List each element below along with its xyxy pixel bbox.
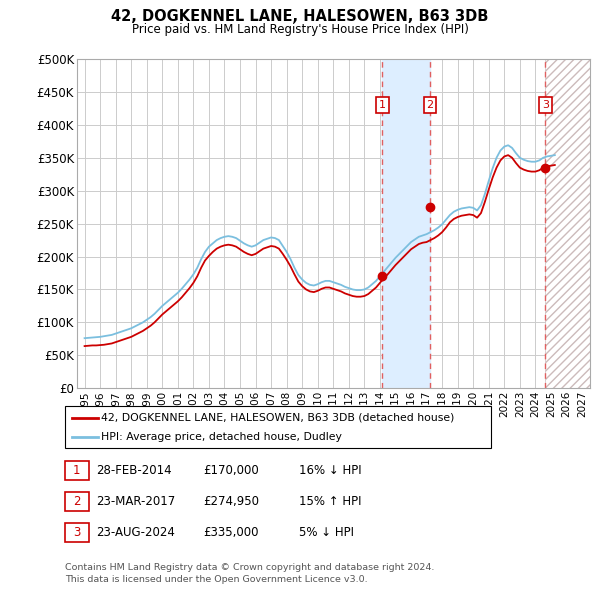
- Text: HPI: Average price, detached house, Dudley: HPI: Average price, detached house, Dudl…: [101, 431, 341, 441]
- Text: 3: 3: [542, 100, 549, 110]
- Text: 2: 2: [427, 100, 434, 110]
- Text: 28-FEB-2014: 28-FEB-2014: [96, 464, 172, 477]
- Text: 15% ↑ HPI: 15% ↑ HPI: [299, 495, 361, 508]
- Text: 42, DOGKENNEL LANE, HALESOWEN, B63 3DB (detached house): 42, DOGKENNEL LANE, HALESOWEN, B63 3DB (…: [101, 413, 454, 423]
- Text: 5% ↓ HPI: 5% ↓ HPI: [299, 526, 354, 539]
- Text: 1: 1: [73, 464, 80, 477]
- Bar: [545, 59, 590, 388]
- Text: 42, DOGKENNEL LANE, HALESOWEN, B63 3DB: 42, DOGKENNEL LANE, HALESOWEN, B63 3DB: [112, 9, 488, 24]
- Text: £335,000: £335,000: [203, 526, 259, 539]
- Text: Price paid vs. HM Land Registry's House Price Index (HPI): Price paid vs. HM Land Registry's House …: [131, 23, 469, 36]
- Text: £170,000: £170,000: [203, 464, 259, 477]
- Text: Contains HM Land Registry data © Crown copyright and database right 2024.
This d: Contains HM Land Registry data © Crown c…: [65, 563, 434, 584]
- Text: 23-AUG-2024: 23-AUG-2024: [96, 526, 175, 539]
- Text: 3: 3: [73, 526, 80, 539]
- Text: 1: 1: [379, 100, 386, 110]
- Text: 2: 2: [73, 495, 80, 508]
- Bar: [382, 59, 430, 388]
- Text: 16% ↓ HPI: 16% ↓ HPI: [299, 464, 361, 477]
- Text: £274,950: £274,950: [203, 495, 259, 508]
- Text: 23-MAR-2017: 23-MAR-2017: [96, 495, 175, 508]
